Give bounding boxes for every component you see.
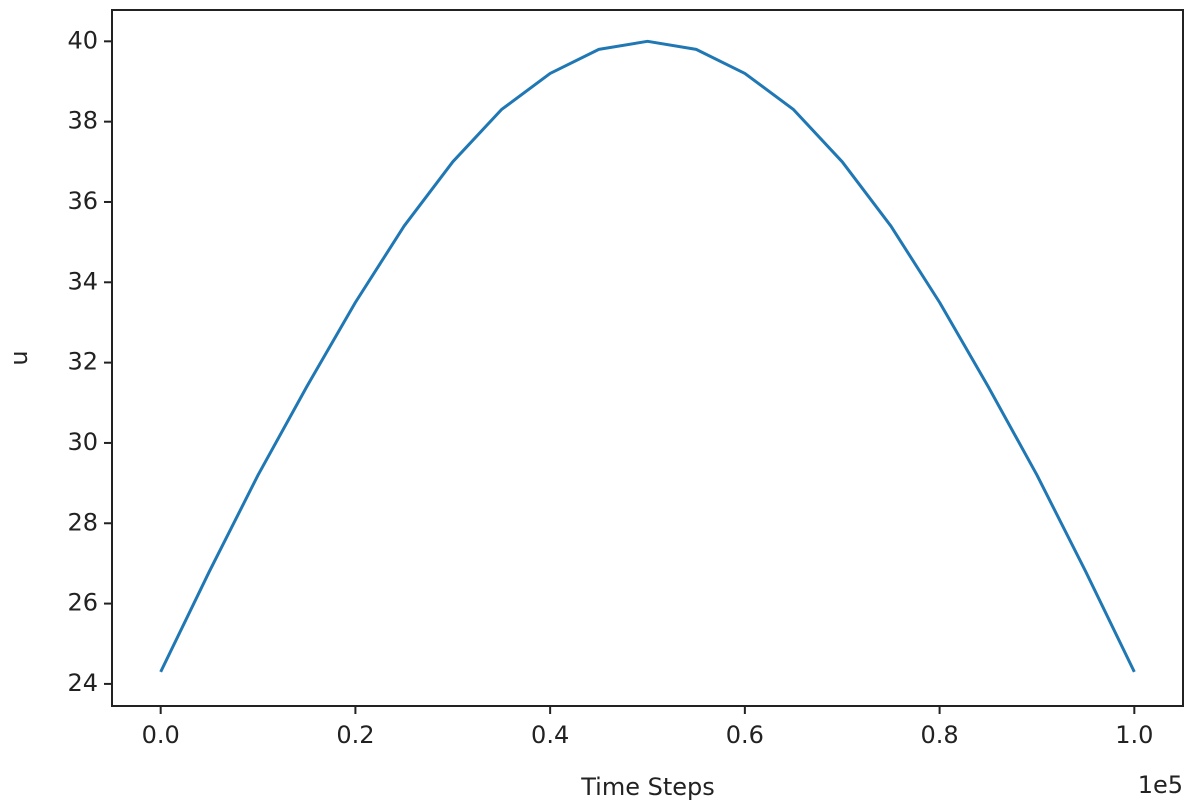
y-axis-label: u — [5, 350, 33, 365]
y-tick-label: 34 — [67, 267, 98, 295]
y-tick-label: 28 — [67, 508, 98, 536]
y-tick-label: 30 — [67, 428, 98, 456]
y-tick-label: 36 — [67, 187, 98, 215]
x-tick-label: 0.6 — [726, 721, 764, 749]
y-tick-label: 40 — [67, 26, 98, 54]
x-tick-label: 1.0 — [1115, 721, 1153, 749]
x-tick-label: 0.2 — [336, 721, 374, 749]
x-offset-label: 1e5 — [1138, 771, 1183, 799]
x-tick-label: 0.4 — [531, 721, 569, 749]
y-tick-label: 26 — [67, 589, 98, 617]
line-series — [159, 39, 1136, 673]
y-tick-label: 24 — [67, 669, 98, 697]
y-tick-label: 32 — [67, 348, 98, 376]
y-tick-label: 38 — [67, 107, 98, 135]
plot-frame — [111, 9, 1184, 707]
x-tick-label: 0.8 — [921, 721, 959, 749]
x-axis-label: Time Steps — [580, 773, 715, 801]
x-tick-label: 0.0 — [142, 721, 180, 749]
